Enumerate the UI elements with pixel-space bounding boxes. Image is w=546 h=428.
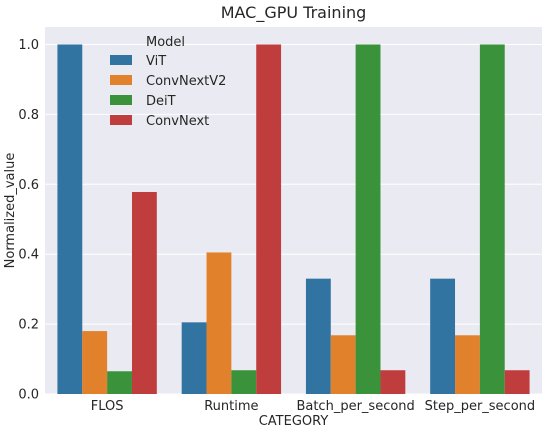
- legend-label-vit: ViT: [146, 54, 166, 69]
- bar-deit-runtime: [231, 370, 257, 394]
- y-tick-labels: 0.0 0.2 0.4 0.6 0.8 1.0: [18, 38, 39, 403]
- legend-label-deit: DeiT: [146, 94, 176, 109]
- chart-title: MAC_GPU Training: [221, 3, 367, 23]
- bars: [57, 44, 530, 394]
- bar-convnextv2-flos: [82, 331, 108, 394]
- y-tick-label: 0.8: [18, 108, 39, 123]
- bar-convnext-batch_per_second: [380, 370, 406, 394]
- plot-area: [45, 27, 542, 394]
- x-tick-label: Step_per_second: [425, 399, 536, 414]
- legend-swatch-deit: [110, 95, 132, 105]
- bar-vit-batch_per_second: [305, 278, 331, 394]
- legend: Model ViT ConvNextV2 DeiT ConvNext: [110, 35, 226, 129]
- bar-vit-step_per_second: [430, 278, 456, 394]
- bar-vit-flos: [57, 44, 83, 394]
- x-tick-labels: FLOS Runtime Batch_per_second Step_per_seco…: [91, 399, 535, 414]
- bar-vit-runtime: [181, 322, 207, 394]
- bar-convnext-step_per_second: [504, 370, 530, 394]
- bar-deit-batch_per_second: [355, 44, 381, 394]
- legend-label-convnextv2: ConvNextV2: [146, 74, 226, 89]
- y-axis-label: Normalized_value: [3, 153, 18, 269]
- bar-convnext-runtime: [256, 44, 282, 394]
- y-tick-label: 0.0: [18, 388, 39, 403]
- x-tick-label: FLOS: [91, 399, 124, 414]
- y-tick-label: 0.2: [18, 318, 39, 333]
- bar-deit-flos: [107, 371, 132, 394]
- y-tick-label: 1.0: [18, 38, 39, 53]
- bar-convnextv2-runtime: [206, 252, 232, 394]
- legend-swatch-convnextv2: [110, 75, 132, 85]
- y-tick-label: 0.4: [18, 248, 39, 263]
- legend-swatch-vit: [110, 55, 132, 65]
- bar-convnextv2-batch_per_second: [330, 335, 356, 394]
- y-tick-label: 0.6: [18, 178, 39, 193]
- x-axis-label: CATEGORY: [259, 414, 329, 428]
- bar-deit-step_per_second: [479, 44, 505, 394]
- legend-label-convnext: ConvNext: [146, 114, 209, 129]
- legend-title: Model: [146, 35, 185, 50]
- x-tick-label: Batch_per_second: [296, 399, 414, 414]
- legend-swatch-convnext: [110, 115, 132, 125]
- bar-convnext-flos: [131, 191, 157, 394]
- x-tick-label: Runtime: [204, 399, 258, 414]
- bar-convnextv2-step_per_second: [455, 335, 480, 394]
